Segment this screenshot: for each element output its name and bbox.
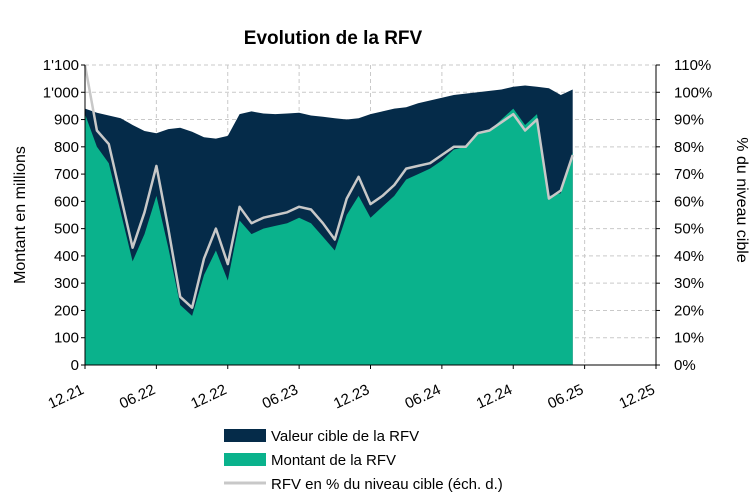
x-tick-label: 12.22	[188, 381, 229, 412]
y2-tick-label: 70%	[674, 166, 704, 183]
y-tick-label: 500	[54, 221, 79, 238]
y2-tick-label: 50%	[674, 221, 704, 238]
y-tick-label: 600	[54, 193, 79, 210]
y-tick-label: 1'100	[43, 57, 79, 74]
legend-swatch-amount	[224, 453, 266, 466]
x-ticks: 12.21 06.22 12.22 06.23 12.23 06.24 12.24 06.25…	[45, 365, 658, 412]
x-tick-label: 12.21	[45, 381, 86, 412]
x-tick-label: 12.24	[474, 381, 515, 412]
x-tick-label: 06.22	[117, 381, 158, 412]
y-ticks-left: 0 100 200 300 400 500 600 700 800 900 1'000 1'100	[43, 57, 85, 374]
chart-title: Evolution de la RFV	[244, 28, 423, 49]
y-tick-label: 200	[54, 302, 79, 319]
y-tick-label: 900	[54, 112, 79, 129]
y2-tick-label: 60%	[674, 193, 704, 210]
y-tick-label: 1'000	[43, 84, 79, 101]
line-percent-of-target	[83, 64, 574, 309]
y2-axis-label: % du niveau cible	[733, 137, 750, 263]
y2-tick-label: 100%	[674, 84, 712, 101]
legend: Valeur cible de la RFV Montant de la RFV…	[224, 428, 503, 493]
y2-tick-label: 30%	[674, 275, 704, 292]
x-tick-label: 06.25	[545, 381, 586, 412]
legend-label-amount: Montant de la RFV	[271, 452, 396, 469]
y2-tick-label: 90%	[674, 112, 704, 129]
y2-tick-label: 110%	[674, 57, 711, 74]
line-series	[83, 64, 574, 309]
legend-swatch-target	[224, 429, 266, 442]
y-tick-label: 800	[54, 139, 79, 156]
y-axis-label: Montant en millions	[12, 146, 29, 284]
y2-tick-label: 40%	[674, 248, 704, 265]
y2-tick-label: 80%	[674, 139, 704, 156]
y2-tick-label: 10%	[674, 330, 704, 347]
y-tick-label: 700	[54, 166, 79, 183]
y-ticks-right: 0% 10% 20% 30% 40% 50% 60% 70% 80% 90% 100% 110%	[656, 57, 712, 374]
area-amount	[85, 108, 573, 365]
x-tick-label: 06.24	[402, 381, 443, 412]
y2-tick-label: 20%	[674, 302, 704, 319]
y-tick-label: 300	[54, 275, 79, 292]
legend-label-percent: RFV en % du niveau cible (éch. d.)	[271, 476, 503, 493]
legend-label-target: Valeur cible de la RFV	[271, 428, 419, 445]
x-tick-label: 12.25	[616, 381, 657, 412]
x-tick-label: 06.23	[260, 381, 301, 412]
y2-tick-label: 0%	[674, 357, 696, 374]
x-tick-label: 12.23	[331, 381, 372, 412]
y-tick-label: 0	[71, 357, 79, 374]
area-series	[85, 85, 573, 365]
y-tick-label: 400	[54, 248, 79, 265]
y-tick-label: 100	[54, 330, 79, 347]
